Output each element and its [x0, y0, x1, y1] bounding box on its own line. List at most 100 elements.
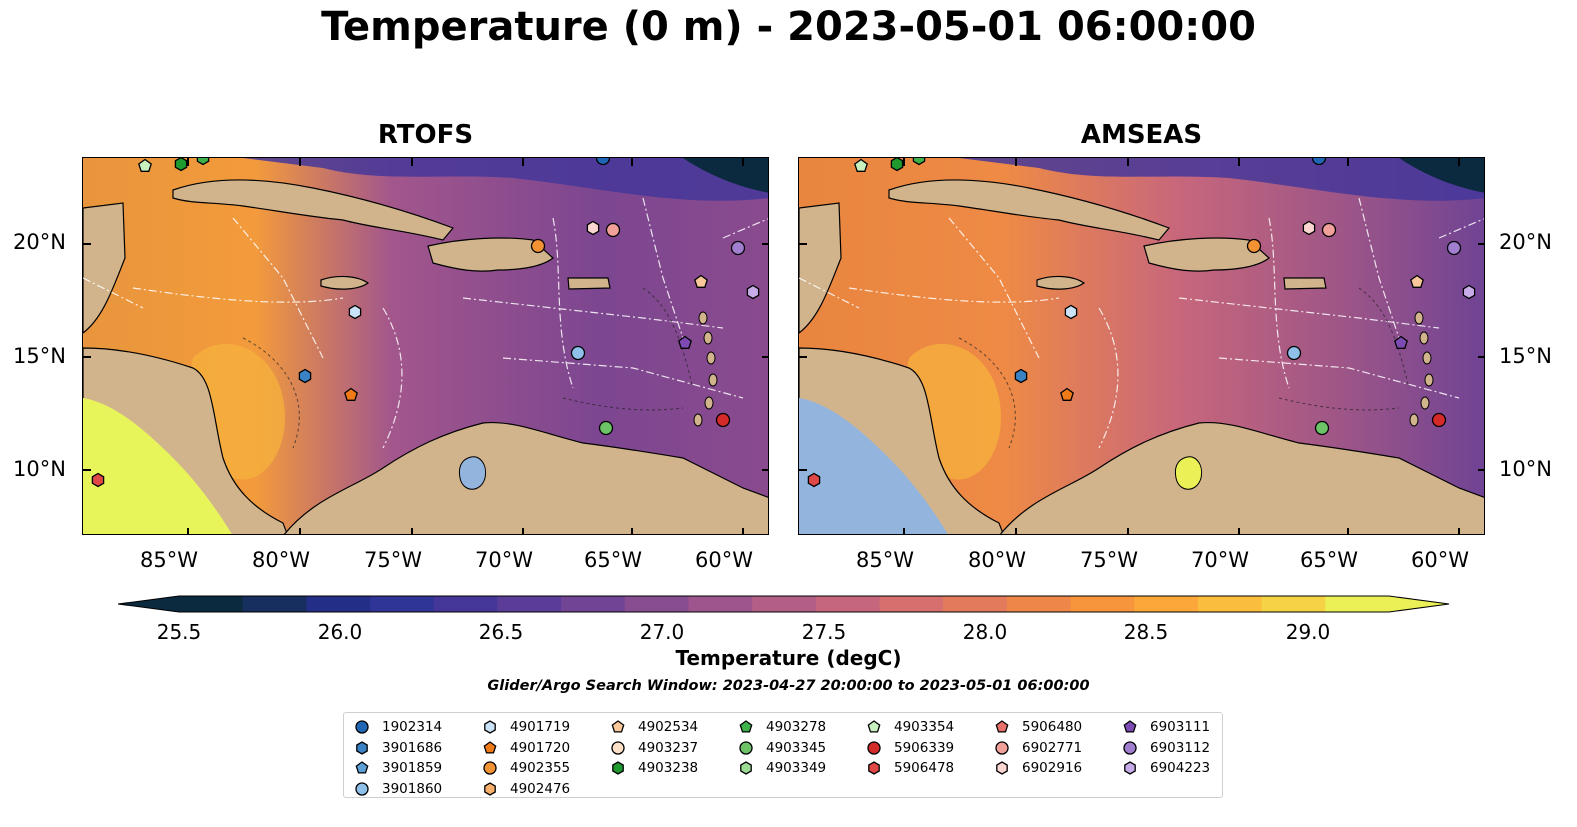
- pentagon-marker-icon[interactable]: [739, 720, 753, 733]
- circle-marker-icon[interactable]: [355, 720, 369, 734]
- circle-marker-icon[interactable]: [867, 741, 881, 755]
- legend-item[interactable]: 3901860: [354, 779, 442, 800]
- legend-item[interactable]: 4903354: [866, 717, 954, 738]
- platform-marker[interactable]: [807, 472, 821, 488]
- pentagon-marker-icon[interactable]: [483, 740, 497, 754]
- circle-marker-icon: [483, 761, 497, 775]
- legend-item[interactable]: 4903278: [738, 717, 826, 738]
- x-tick-label: 60°W: [695, 548, 753, 572]
- platform-marker[interactable]: [715, 412, 731, 428]
- platform-marker[interactable]: [1064, 304, 1078, 320]
- platform-marker[interactable]: [1286, 345, 1302, 361]
- platform-marker[interactable]: [138, 158, 152, 172]
- hexagon-marker-icon[interactable]: [356, 740, 368, 755]
- hexagon-marker-icon[interactable]: [740, 761, 752, 776]
- circle-marker-icon[interactable]: [1123, 741, 1137, 755]
- legend-item[interactable]: 5906478: [866, 758, 954, 779]
- legend-item[interactable]: 3901686: [354, 738, 442, 759]
- legend-item[interactable]: 4902476: [482, 779, 570, 800]
- platform-marker[interactable]: [1394, 335, 1408, 349]
- hexagon-marker-icon[interactable]: [868, 761, 880, 776]
- platform-marker[interactable]: [854, 158, 868, 172]
- legend-item-label: 5906478: [894, 760, 955, 777]
- circle-marker-icon[interactable]: [739, 741, 753, 755]
- legend-item[interactable]: 6903111: [1122, 717, 1210, 738]
- legend-item[interactable]: 4903345: [738, 738, 826, 759]
- pentagon-marker-icon: [867, 720, 881, 733]
- platform-marker[interactable]: [1014, 368, 1028, 384]
- bathymetry-contour: [642, 287, 694, 389]
- colorbar-extend-high: [1389, 596, 1449, 612]
- platform-marker[interactable]: [570, 345, 586, 361]
- platform-marker[interactable]: [1302, 220, 1316, 236]
- pentagon-marker-icon[interactable]: [1123, 720, 1137, 733]
- platform-marker[interactable]: [1446, 240, 1462, 256]
- platform-marker[interactable]: [174, 158, 188, 172]
- platform-marker[interactable]: [1060, 387, 1074, 401]
- platform-marker[interactable]: [890, 158, 904, 172]
- platform-marker[interactable]: [1462, 284, 1476, 300]
- pentagon-marker-icon[interactable]: [867, 720, 881, 733]
- colorbar-label: Temperature (degC): [675, 646, 902, 670]
- platform-marker[interactable]: [678, 335, 692, 349]
- legend-item[interactable]: 4901719: [482, 717, 570, 738]
- legend-item-label: 4901720: [510, 739, 571, 756]
- platform-marker[interactable]: [1246, 238, 1262, 254]
- circle-marker-icon[interactable]: [995, 741, 1009, 755]
- platform-marker[interactable]: [348, 304, 362, 320]
- pentagon-marker-icon[interactable]: [611, 720, 625, 733]
- legend-item[interactable]: 4902534: [610, 717, 698, 738]
- legend-item[interactable]: 4903238: [610, 758, 698, 779]
- platform-marker[interactable]: [694, 274, 708, 288]
- platform-marker[interactable]: [298, 368, 312, 384]
- legend-item[interactable]: 4903349: [738, 758, 826, 779]
- platform-marker[interactable]: [730, 240, 746, 256]
- legend-item[interactable]: 6902771: [994, 738, 1082, 759]
- platform-marker[interactable]: [1410, 274, 1424, 288]
- platform-marker[interactable]: [196, 158, 210, 166]
- platform-marker[interactable]: [912, 158, 926, 166]
- platform-marker[interactable]: [91, 472, 105, 488]
- platform-marker[interactable]: [1431, 412, 1447, 428]
- platform-marker[interactable]: [530, 238, 546, 254]
- hexagon-marker-icon[interactable]: [1124, 761, 1136, 776]
- pentagon-marker-icon[interactable]: [995, 720, 1009, 733]
- hexagon-marker-icon[interactable]: [996, 761, 1008, 776]
- legend-item[interactable]: 3901859: [354, 758, 442, 779]
- legend-item[interactable]: 6902916: [994, 758, 1082, 779]
- legend-item[interactable]: 1902314: [354, 717, 442, 738]
- island: [1414, 311, 1424, 325]
- circle-marker-icon[interactable]: [483, 761, 497, 775]
- y-tick-label: 10°N: [1499, 457, 1552, 481]
- legend-item[interactable]: 5906339: [866, 738, 954, 759]
- circle-marker-icon[interactable]: [355, 782, 369, 796]
- legend-item[interactable]: 4903237: [610, 738, 698, 759]
- platform-marker[interactable]: [598, 420, 614, 436]
- platform-marker[interactable]: [595, 158, 611, 166]
- bathymetry-contour: [562, 397, 684, 411]
- legend-item[interactable]: 6904223: [1122, 758, 1210, 779]
- platform-marker[interactable]: [1314, 420, 1330, 436]
- legend-item[interactable]: 5906480: [994, 717, 1082, 738]
- circle-marker-icon: [355, 720, 369, 734]
- platform-marker[interactable]: [1321, 222, 1337, 238]
- circle-marker-icon[interactable]: [611, 741, 625, 755]
- hexagon-marker-icon[interactable]: [612, 761, 624, 776]
- platform-marker[interactable]: [746, 284, 760, 300]
- legend-item-label: 4903345: [766, 739, 827, 756]
- eez-boundary: [799, 277, 860, 309]
- legend-item[interactable]: 4902355: [482, 758, 570, 779]
- legend-item[interactable]: 4901720: [482, 738, 570, 759]
- platform-marker[interactable]: [586, 220, 600, 236]
- hexagon-marker-icon[interactable]: [484, 720, 496, 735]
- map-panel-rtofs[interactable]: [82, 157, 769, 535]
- island: [1424, 373, 1434, 387]
- platform-marker[interactable]: [605, 222, 621, 238]
- platform-marker[interactable]: [1311, 158, 1327, 166]
- map-panel-amseas[interactable]: [798, 157, 1485, 535]
- hexagon-marker-icon[interactable]: [484, 781, 496, 796]
- pentagon-marker-icon[interactable]: [355, 761, 369, 774]
- legend-item[interactable]: 6903112: [1122, 738, 1210, 759]
- bathymetry-contour: [242, 337, 300, 449]
- platform-marker[interactable]: [344, 387, 358, 401]
